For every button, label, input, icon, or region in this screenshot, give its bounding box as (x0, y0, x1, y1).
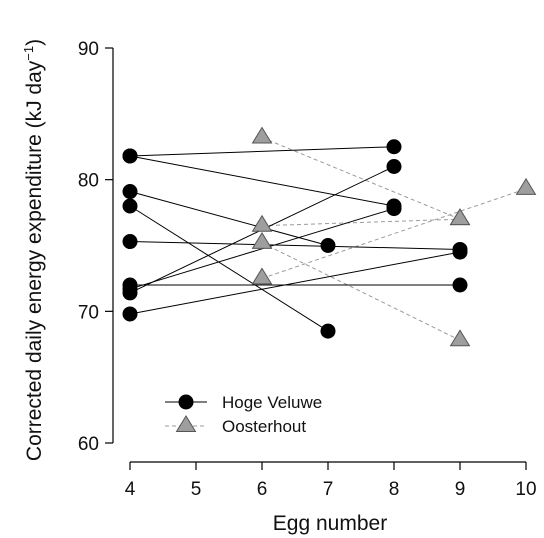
hoge-veluwe-point (122, 198, 138, 214)
y-axis-title-close: ) (23, 39, 46, 46)
legend-triangle-icon (175, 415, 197, 432)
y-tick-label: 70 (78, 302, 99, 323)
hoge-veluwe-point (122, 148, 138, 164)
oosterhout-line-10 (261, 218, 461, 227)
oosterhout-point (251, 214, 273, 232)
x-axis-title: Egg number (273, 512, 387, 535)
hoge-veluwe-line-1 (129, 155, 395, 207)
hoge-veluwe-point (386, 139, 402, 155)
legend-circle-icon (178, 394, 194, 410)
x-tick-label: 4 (125, 479, 136, 500)
oosterhout-point (515, 177, 537, 195)
y-axis-title-superscript: −1 (21, 46, 36, 61)
oosterhout-point (449, 208, 471, 226)
hoge-veluwe-point (122, 306, 138, 322)
oosterhout-point (251, 267, 273, 285)
hoge-veluwe-line-8 (129, 251, 461, 315)
x-tick-label: 8 (389, 479, 400, 500)
hoge-veluwe-point (386, 159, 402, 174)
x-tick-label: 10 (515, 479, 536, 500)
y-tick-label: 80 (78, 171, 99, 192)
marker-layer (122, 126, 537, 347)
hoge-veluwe-line-2 (129, 191, 329, 246)
axes: 4 5 6 7 8 9 10 60 70 80 90 (78, 39, 537, 500)
legend-label: Oosterhout (222, 417, 306, 436)
oosterhout-point (251, 231, 273, 249)
hoge-veluwe-point (122, 281, 138, 297)
hoge-veluwe-point (320, 238, 336, 253)
hoge-veluwe-point (452, 244, 468, 260)
y-tick-label: 90 (78, 39, 99, 60)
hoge-veluwe-line-0 (129, 146, 395, 157)
legend: Hoge Veluwe Oosterhout (165, 393, 322, 436)
oosterhout-line-11 (261, 242, 461, 341)
oosterhout-point (251, 126, 273, 144)
hoge-veluwe-line-3 (129, 205, 329, 332)
hoge-veluwe-point (122, 234, 138, 250)
hoge-veluwe-point (320, 323, 336, 339)
oosterhout-line-12 (261, 188, 527, 279)
hoge-veluwe-point (122, 184, 138, 200)
oosterhout-line-9 (261, 137, 461, 220)
oosterhout-point (449, 329, 471, 347)
y-tick-label: 60 (78, 434, 99, 455)
hoge-veluwe-point (386, 201, 402, 217)
y-axis-title-main: Corrected daily energy expenditure (kJ d… (23, 60, 46, 461)
hoge-veluwe-line-4 (129, 241, 461, 250)
x-tick-label: 7 (323, 479, 334, 500)
x-tick-label: 9 (455, 479, 466, 500)
x-tick-label: 5 (191, 479, 202, 500)
x-tick-label: 6 (257, 479, 268, 500)
y-axis-title: Corrected daily energy expenditure (kJ d… (21, 39, 46, 461)
legend-label: Hoge Veluwe (222, 393, 322, 412)
hoge-veluwe-point (452, 277, 468, 293)
